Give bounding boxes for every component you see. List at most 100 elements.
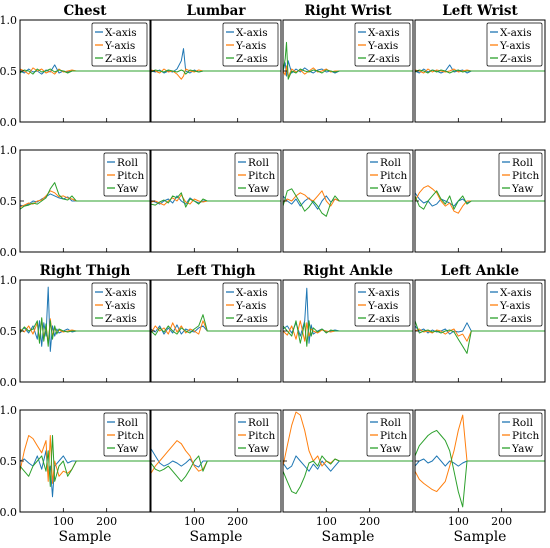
legend-label-1: X-axis	[236, 27, 268, 39]
series-line-1	[414, 455, 545, 467]
legend-label-3: Yaw	[116, 443, 138, 455]
legend-label-2: Y-axis	[104, 40, 135, 52]
subplot-title: Left Thigh	[176, 263, 255, 279]
legend-box	[234, 412, 279, 457]
legend-label-3: Z-axis	[368, 313, 400, 325]
subplot-title: Chest	[64, 3, 108, 19]
legend-box	[222, 282, 279, 327]
y-tick-label: 0.0	[0, 376, 17, 389]
y-tick-label: 0.5	[0, 325, 17, 338]
legend-label-3: Yaw	[247, 183, 269, 195]
legend-label-1: Roll	[512, 417, 534, 429]
subplot-title: Right Thigh	[40, 263, 131, 279]
legend-label-2: Pitch	[380, 430, 408, 442]
legend-box	[103, 152, 148, 197]
series-line-1	[19, 450, 150, 498]
y-tick-label: 0.0	[0, 506, 17, 519]
legend-box	[498, 152, 543, 197]
legend-label-2: Pitch	[380, 170, 408, 182]
legend-label-3: Z-axis	[105, 313, 137, 325]
legend-label-1: Roll	[117, 417, 139, 429]
legend-box	[222, 22, 279, 67]
legend-label-3: Yaw	[511, 183, 533, 195]
x-axis-label: Sample	[454, 529, 507, 545]
y-tick-label: 0.0	[0, 246, 17, 259]
series-line-3	[282, 455, 413, 495]
legend-box	[354, 282, 411, 327]
legend-label-1: X-axis	[105, 27, 137, 39]
y-tick-label: 0.5	[0, 195, 17, 208]
series-line-2	[414, 328, 545, 342]
series-line-3	[150, 192, 281, 208]
legend-box	[498, 412, 543, 457]
legend-label-2: Pitch	[248, 170, 276, 182]
series-line-3	[150, 69, 281, 75]
subplot-title: Lumbar	[187, 3, 247, 19]
legend-label-3: Yaw	[379, 443, 401, 455]
series-line-3	[19, 317, 150, 347]
legend-label-3: Z-axis	[500, 313, 532, 325]
legend-label-3: Z-axis	[368, 53, 400, 65]
x-tick-label: 100	[448, 515, 469, 528]
series-line-3	[19, 68, 150, 75]
legend-label-2: Pitch	[512, 170, 540, 182]
x-tick-label: 200	[359, 515, 380, 528]
legend-label-1: Roll	[248, 417, 270, 429]
legend-box	[354, 22, 411, 67]
series-line-1	[150, 448, 281, 468]
y-tick-label: 1.0	[0, 404, 17, 417]
series-line-3	[414, 429, 545, 508]
legend-label-3: Z-axis	[500, 53, 532, 65]
series-line-2	[150, 194, 281, 206]
legend-box	[366, 412, 411, 457]
legend-label-1: Roll	[512, 157, 534, 169]
series-line-2	[282, 320, 413, 342]
legend-label-3: Yaw	[511, 443, 533, 455]
x-tick-label: 100	[184, 515, 205, 528]
legend-label-1: X-axis	[368, 27, 400, 39]
legend-label-1: Roll	[380, 417, 402, 429]
x-axis-label: Sample	[190, 529, 243, 545]
subplot-title: Left Ankle	[441, 263, 519, 279]
legend-label-3: Yaw	[116, 183, 138, 195]
series-line-3	[19, 182, 150, 210]
legend-label-2: Y-axis	[499, 300, 530, 312]
series-line-3	[414, 320, 545, 354]
series-line-1	[282, 455, 413, 472]
legend-label-2: Pitch	[512, 430, 540, 442]
y-tick-label: 0.0	[0, 116, 17, 129]
series-line-2	[150, 320, 281, 335]
legend-label-2: Y-axis	[104, 300, 135, 312]
y-tick-label: 1.0	[0, 274, 17, 287]
legend-label-3: Yaw	[379, 183, 401, 195]
legend-box	[234, 152, 279, 197]
series-line-2	[150, 440, 281, 474]
x-tick-label: 200	[491, 515, 512, 528]
legend-label-2: Y-axis	[499, 40, 530, 52]
series-line-2	[414, 414, 545, 493]
legend-box	[486, 22, 543, 67]
subplot-title: Right Ankle	[303, 263, 393, 279]
legend-label-1: Roll	[117, 157, 139, 169]
